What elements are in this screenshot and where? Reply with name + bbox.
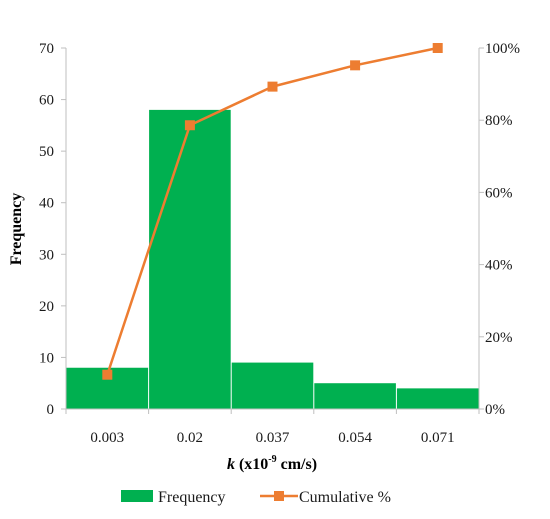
cumulative-point-0.02 <box>184 120 195 131</box>
y2-tick-label: 60% <box>485 185 513 201</box>
x-tick-label: 0.003 <box>90 430 124 446</box>
x-axis-title-variable: k <box>227 456 235 473</box>
y2-tick-label: 80% <box>485 113 513 129</box>
x-tick-label: 0.037 <box>256 430 290 446</box>
legend-frequency-label: Frequency <box>158 489 226 506</box>
y2-tick-label: 40% <box>485 258 513 274</box>
x-axis-title-exponent: -9 <box>268 454 276 465</box>
y-tick-label: 50 <box>39 144 54 160</box>
y-axis-right-ticks: 0% 20% 40% 60% 80% 100% <box>479 41 520 418</box>
y2-tick-label: 20% <box>485 330 513 346</box>
y-axis-title: Frequency <box>8 193 25 266</box>
x-tick-label: 0.054 <box>338 430 372 446</box>
axes <box>65 48 480 410</box>
bar-0.054 <box>314 383 396 409</box>
bar-0.037 <box>231 362 314 409</box>
x-axis-title-unit: (x10 <box>235 456 268 473</box>
y2-tick-label: 100% <box>485 41 520 57</box>
y2-tick-label: 0% <box>485 402 505 418</box>
cumulative-point-0.037 <box>267 81 278 92</box>
y-tick-label: 70 <box>39 41 54 57</box>
y-tick-label: 0 <box>47 402 55 418</box>
y-axis-left-ticks: 0 10 20 30 40 50 60 70 <box>39 41 66 418</box>
x-axis-ticks: 0.003 0.02 0.037 0.054 0.071 <box>65 409 480 446</box>
legend-cumulative-label: Cumulative % <box>299 489 391 506</box>
x-tick-label: 0.02 <box>177 430 203 446</box>
bar-0.02 <box>149 109 231 409</box>
bar-0.071 <box>396 388 479 409</box>
cumulative-point-0.054 <box>350 60 361 71</box>
cumulative-point-0.071 <box>432 43 443 53</box>
y-tick-label: 60 <box>39 93 54 109</box>
y-tick-label: 30 <box>39 247 54 263</box>
x-axis-title: k (x10-9 cm/s) <box>227 454 317 473</box>
y-tick-label: 10 <box>39 350 54 366</box>
cumulative-line <box>102 43 443 380</box>
frequency-bars <box>66 109 479 409</box>
legend-cumulative-marker <box>274 491 284 501</box>
y-tick-label: 40 <box>39 196 54 212</box>
x-axis-title-unit-end: cm/s) <box>277 456 317 473</box>
legend-frequency-swatch <box>121 490 153 502</box>
legend: Frequency Cumulative % <box>121 489 391 506</box>
cumulative-point-0.003 <box>102 369 113 380</box>
y-tick-label: 20 <box>39 299 54 315</box>
x-tick-label: 0.071 <box>421 430 455 446</box>
